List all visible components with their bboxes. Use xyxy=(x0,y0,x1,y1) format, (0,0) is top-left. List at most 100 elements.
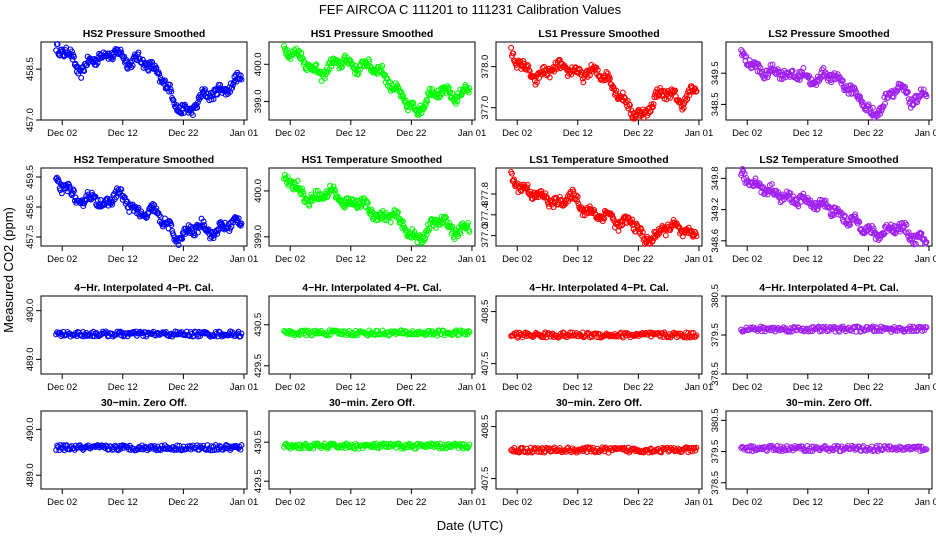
y-tick-label: 407.5 xyxy=(480,467,491,491)
panel-16: 30−min. Zero Off. Dec 02 Dec 12 Dec 22 Jan 0… xyxy=(710,397,936,508)
data-point xyxy=(213,227,220,234)
data-point xyxy=(379,62,386,69)
data-point xyxy=(639,229,646,236)
y-tick-label: 399.0 xyxy=(253,90,264,114)
y-tick-label: 349.5 xyxy=(710,61,721,85)
data-point xyxy=(693,444,700,451)
data-point xyxy=(161,78,168,85)
data-point xyxy=(787,325,794,332)
data-point xyxy=(215,227,222,234)
data-point xyxy=(387,219,394,226)
data-point xyxy=(463,444,470,451)
data-point xyxy=(238,76,245,83)
data-point xyxy=(214,91,221,98)
data-point xyxy=(162,77,168,84)
data-point xyxy=(918,230,925,237)
data-point xyxy=(774,443,781,449)
data-point xyxy=(230,81,236,88)
data-point xyxy=(790,193,797,200)
y-tick-label: 457.0 xyxy=(25,108,36,132)
data-point xyxy=(168,88,175,95)
data-point xyxy=(903,90,910,97)
data-point xyxy=(410,99,416,106)
data-point xyxy=(909,102,916,109)
data-point xyxy=(814,206,821,212)
panel-4: LS2 Pressure Smoothed Dec 02 Dec 12 Dec 22 J… xyxy=(710,28,936,139)
y-tick-label: 458.5 xyxy=(25,195,36,219)
y-tick-label: 379.5 xyxy=(710,440,721,464)
x-tick-label: Dec 22 xyxy=(853,497,883,508)
data-point xyxy=(457,230,464,237)
data-point xyxy=(554,65,560,72)
data-point xyxy=(667,94,674,101)
data-point xyxy=(904,88,911,95)
data-point xyxy=(575,200,582,207)
data-point xyxy=(465,219,472,226)
y-tick-label: 408.5 xyxy=(480,300,491,324)
x-tick-label: Dec 02 xyxy=(47,128,77,139)
data-point xyxy=(81,68,88,75)
x-tick-label: Dec 22 xyxy=(853,254,883,265)
data-point xyxy=(321,68,328,75)
y-tick-label: 379.5 xyxy=(710,323,721,347)
x-tick-label: Jan 01 xyxy=(230,128,259,139)
y-tick-label: 349.2 xyxy=(710,198,721,222)
data-point xyxy=(852,211,858,218)
x-tick-label: Dec 22 xyxy=(623,497,653,508)
y-tick-label: 400.0 xyxy=(253,179,264,203)
plot-frame xyxy=(725,41,933,121)
panel-title: LS2 Pressure Smoothed xyxy=(768,28,889,40)
data-point xyxy=(756,446,763,452)
x-tick-label: Dec 12 xyxy=(108,254,138,265)
data-point xyxy=(511,176,517,183)
x-tick-label: Dec 12 xyxy=(336,497,366,508)
data-point xyxy=(609,211,616,218)
data-point xyxy=(576,65,583,72)
data-point xyxy=(54,41,61,48)
data-point xyxy=(333,191,340,198)
data-point xyxy=(68,48,75,55)
data-point xyxy=(914,99,921,106)
x-tick-label: Jan 01 xyxy=(230,254,259,265)
data-point xyxy=(194,229,201,236)
data-point xyxy=(449,90,456,97)
data-point xyxy=(179,235,186,242)
y-tick-label: 429.5 xyxy=(253,354,264,378)
data-point xyxy=(156,212,163,219)
panel-title: 4−Hr. Interpolated 4−Pt. Cal. xyxy=(302,282,442,294)
data-point xyxy=(795,203,802,210)
data-point xyxy=(828,79,835,86)
data-point xyxy=(662,232,669,239)
data-point xyxy=(149,200,156,207)
data-point xyxy=(466,228,473,235)
data-point xyxy=(466,441,473,448)
x-tick-label: Dec 12 xyxy=(336,382,366,393)
data-point xyxy=(641,235,648,242)
panel-7: LS1 Temperature Smoothed Dec 02 Dec 12 Dec … xyxy=(480,154,713,265)
data-point xyxy=(168,222,175,229)
data-point xyxy=(144,213,151,220)
y-tick-label: 380.5 xyxy=(710,409,721,433)
data-point xyxy=(138,446,145,453)
panel-13: 30−min. Zero Off. Dec 02 Dec 12 Dec 22 Jan 0… xyxy=(25,397,258,508)
panel-14: 30−min. Zero Off. Dec 02 Dec 12 Dec 22 Jan 0… xyxy=(253,397,486,508)
y-tick-label: 457.5 xyxy=(25,225,36,249)
panel-title: LS1 Pressure Smoothed xyxy=(538,28,659,40)
panel-11: 4−Hr. Interpolated 4−Pt. Cal. Dec 02 Dec 1… xyxy=(480,282,713,393)
data-points xyxy=(508,168,700,247)
data-point xyxy=(78,74,85,81)
data-point xyxy=(839,77,846,84)
data-point xyxy=(395,209,401,215)
data-points xyxy=(508,44,700,122)
y-tick-label: 400.0 xyxy=(253,52,264,76)
data-point xyxy=(869,104,876,111)
x-tick-label: Dec 22 xyxy=(168,128,198,139)
data-point xyxy=(693,233,700,240)
data-point xyxy=(561,201,568,208)
panel-title: 4−Hr. Interpolated 4−Pt. Cal. xyxy=(74,282,214,294)
data-point xyxy=(923,446,930,453)
data-points xyxy=(738,46,930,121)
data-point xyxy=(546,74,553,81)
data-point xyxy=(422,235,429,242)
data-point xyxy=(692,85,699,92)
